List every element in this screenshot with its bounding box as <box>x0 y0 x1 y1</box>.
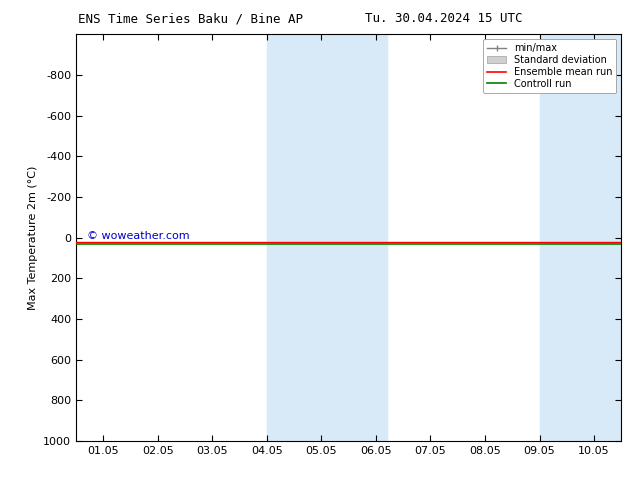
Bar <box>540 34 621 441</box>
Y-axis label: Max Temperature 2m (°C): Max Temperature 2m (°C) <box>28 166 37 310</box>
Text: Tu. 30.04.2024 15 UTC: Tu. 30.04.2024 15 UTC <box>365 12 522 25</box>
Text: ENS Time Series Baku / Bine AP: ENS Time Series Baku / Bine AP <box>78 12 302 25</box>
Text: © woweather.com: © woweather.com <box>87 231 190 241</box>
Legend: min/max, Standard deviation, Ensemble mean run, Controll run: min/max, Standard deviation, Ensemble me… <box>483 39 616 93</box>
Bar <box>267 34 387 441</box>
